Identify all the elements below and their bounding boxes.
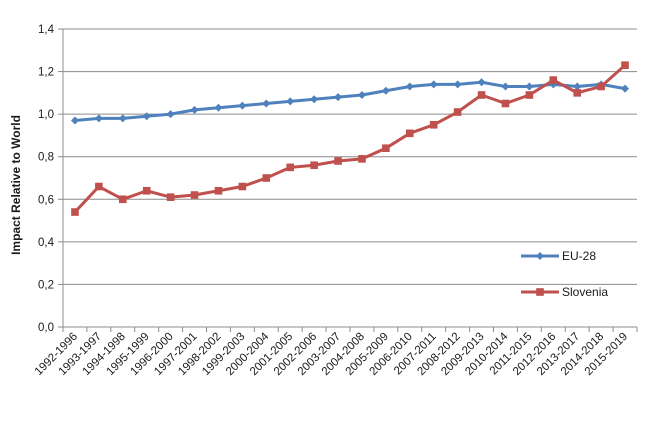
legend: EU-28 Slovenia (521, 249, 608, 299)
data-point-diamond (118, 114, 127, 123)
data-point-square (118, 195, 127, 204)
legend-marker-square (536, 288, 544, 296)
data-point-diamond (381, 86, 390, 95)
data-point-square (597, 82, 605, 91)
data-point-diamond (477, 78, 486, 87)
y-tick-label: 0,8 (38, 152, 54, 164)
data-point-square (238, 182, 247, 191)
data-point-square (405, 129, 414, 138)
data-point-square (142, 186, 151, 195)
data-point-square (310, 161, 318, 170)
y-axis-label: Impact Relative to World (9, 115, 23, 255)
legend-marker-diamond (536, 252, 544, 260)
series-line (73, 64, 627, 214)
data-point-diamond (166, 110, 175, 119)
data-point-square (358, 155, 366, 163)
gridlines (63, 28, 637, 285)
data-point-square (334, 157, 342, 165)
y-tick-label: 1,2 (38, 67, 54, 79)
data-point-diamond (405, 82, 414, 91)
data-point-square (95, 182, 103, 191)
data-point-diamond (286, 97, 295, 106)
series-line (74, 80, 626, 123)
y-tick-label: 1,4 (38, 24, 55, 36)
data-point-square (573, 89, 582, 97)
data-point-square (262, 174, 271, 182)
data-point-diamond (238, 101, 247, 110)
data-point-diamond (573, 82, 582, 91)
data-point-diamond (453, 80, 462, 89)
y-tick-label: 0,2 (38, 279, 54, 291)
data-point-square (286, 163, 295, 172)
data-point-diamond (429, 80, 438, 89)
data-point-diamond (94, 114, 103, 123)
data-point-diamond (310, 95, 319, 104)
axes (58, 28, 638, 332)
data-point-square (453, 108, 462, 116)
data-point-square (166, 193, 175, 201)
data-point-square (477, 91, 486, 99)
data-point-diamond (334, 93, 343, 102)
series-group (70, 61, 630, 216)
data-point-square (549, 76, 558, 84)
legend-label: EU-28 (562, 249, 596, 263)
data-point-square (382, 144, 390, 152)
data-point-square (501, 99, 510, 108)
data-point-square (525, 91, 534, 99)
legend-label: Slovenia (562, 285, 608, 299)
data-point-square (71, 208, 79, 216)
y-tick-label: 1,0 (38, 109, 54, 121)
y-tick-label: 0,4 (38, 237, 55, 249)
data-point-diamond (621, 84, 630, 93)
data-point-diamond (525, 82, 534, 91)
data-point-square (190, 191, 199, 199)
data-point-diamond (70, 116, 79, 125)
y-tick-label: 0,0 (38, 322, 54, 334)
data-point-diamond (190, 105, 199, 114)
data-point-diamond (501, 82, 510, 91)
y-tick-labels: 0,0 0,2 0,4 0,6 0,8 1,0 1,2 1,4 (38, 24, 55, 334)
data-point-diamond (262, 99, 271, 108)
data-point-diamond (142, 112, 151, 121)
x-tick-labels: 1992-19961993-19971994-19981995-19991996… (33, 330, 630, 378)
data-point-square (621, 61, 629, 69)
data-point-diamond (357, 90, 366, 99)
data-point-square (429, 120, 438, 129)
data-point-diamond (214, 103, 223, 112)
data-point-square (214, 186, 223, 195)
y-tick-label: 0,6 (38, 194, 54, 206)
